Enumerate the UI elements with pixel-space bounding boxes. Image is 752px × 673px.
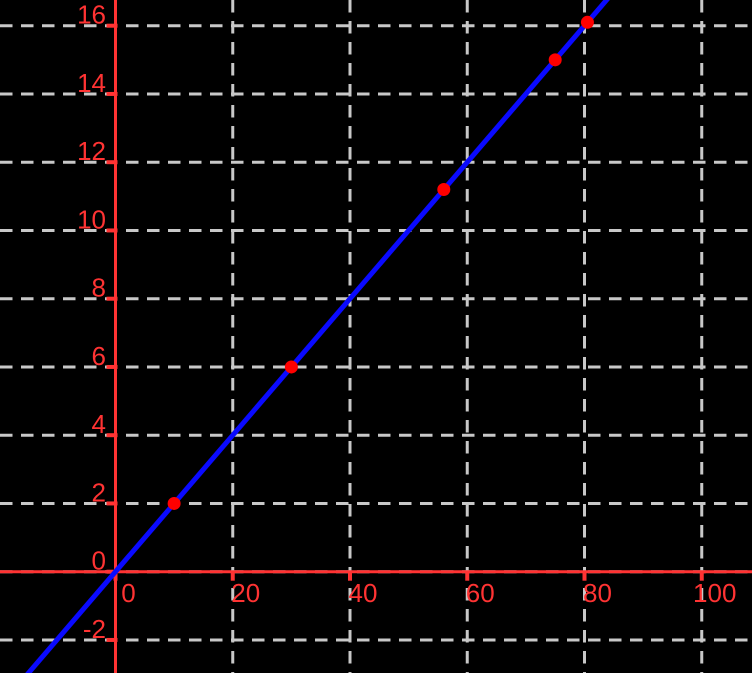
y-tick-label: 0 [92, 546, 106, 576]
data-point [437, 183, 451, 196]
y-tick-label: 6 [92, 341, 106, 371]
x-tick-label: 100 [693, 578, 736, 608]
y-tick-label: -2 [83, 614, 106, 644]
y-tick-label: 16 [77, 0, 106, 30]
data-point [548, 53, 562, 67]
y-tick-label: 12 [77, 136, 106, 166]
x-tick-label: 80 [583, 578, 612, 608]
data-point [284, 360, 298, 374]
y-tick-label: 4 [92, 409, 106, 439]
axis-ticks [106, 23, 704, 642]
x-tick-label: 40 [349, 578, 378, 608]
data-point [167, 496, 181, 510]
y-tick-label: 2 [92, 477, 106, 507]
x-tick-label: 20 [231, 578, 260, 608]
y-tick-label: 14 [77, 68, 106, 98]
x-tick-label: 0 [121, 578, 135, 608]
y-tick-label: 10 [77, 204, 106, 234]
data-point [580, 15, 594, 29]
x-tick-label: 60 [466, 578, 495, 608]
data-points [167, 15, 594, 510]
y-tick-label: 8 [92, 273, 106, 303]
